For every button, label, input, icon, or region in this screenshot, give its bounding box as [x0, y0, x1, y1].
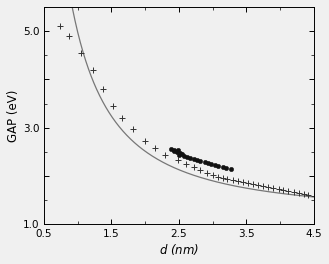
- Y-axis label: GAP (eV): GAP (eV): [7, 89, 20, 142]
- X-axis label: $d$ (nm): $d$ (nm): [159, 242, 199, 257]
